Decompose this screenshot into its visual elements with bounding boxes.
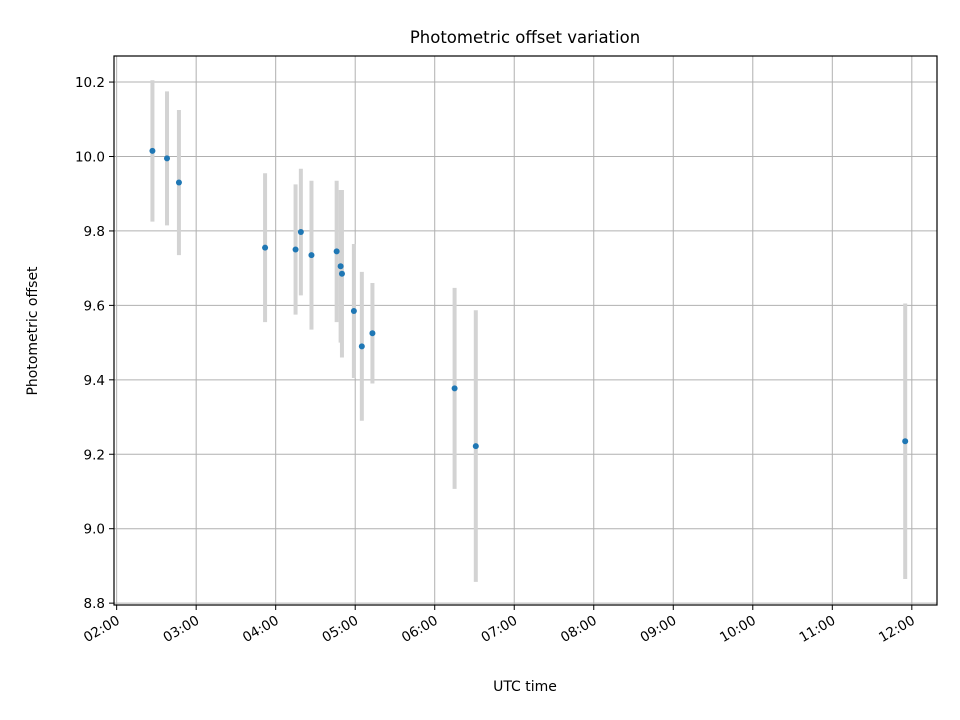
y-tick-label: 9.6 [84,298,105,314]
data-point [451,385,458,392]
data-point [369,330,376,337]
chart-title: Photometric offset variation [410,28,640,47]
plot-area-background [114,56,937,605]
data-points [149,147,909,450]
data-point [149,147,156,154]
data-point [262,244,269,251]
data-point [292,246,299,253]
data-point [358,343,365,350]
data-point [308,252,315,259]
y-axis-label: Photometric offset [25,266,41,396]
y-tick-label: 9.8 [84,224,105,240]
y-tick-label: 9.2 [84,447,105,463]
data-point [175,179,182,186]
data-point [472,443,479,450]
data-point [337,263,344,270]
x-grid-lines [116,56,913,605]
y-tick-label: 9.4 [84,373,105,389]
data-point [338,270,345,277]
plot-area-frame [113,55,938,606]
data-point [333,248,340,255]
y-tick-label: 10.2 [75,75,105,91]
data-point [164,155,171,162]
y-grid-lines [114,81,937,604]
data-point [902,438,909,445]
x-axis-label: UTC time [493,679,557,695]
y-tick-label: 8.8 [84,596,105,612]
y-tick-label: 10.0 [75,149,105,165]
data-point [350,307,357,314]
y-axis-ticks: 8.8 9.0 9.2 9.4 9.6 9.8 10.0 10.2 [75,75,114,612]
y-tick-label: 9.0 [84,522,105,538]
data-point [297,229,304,236]
